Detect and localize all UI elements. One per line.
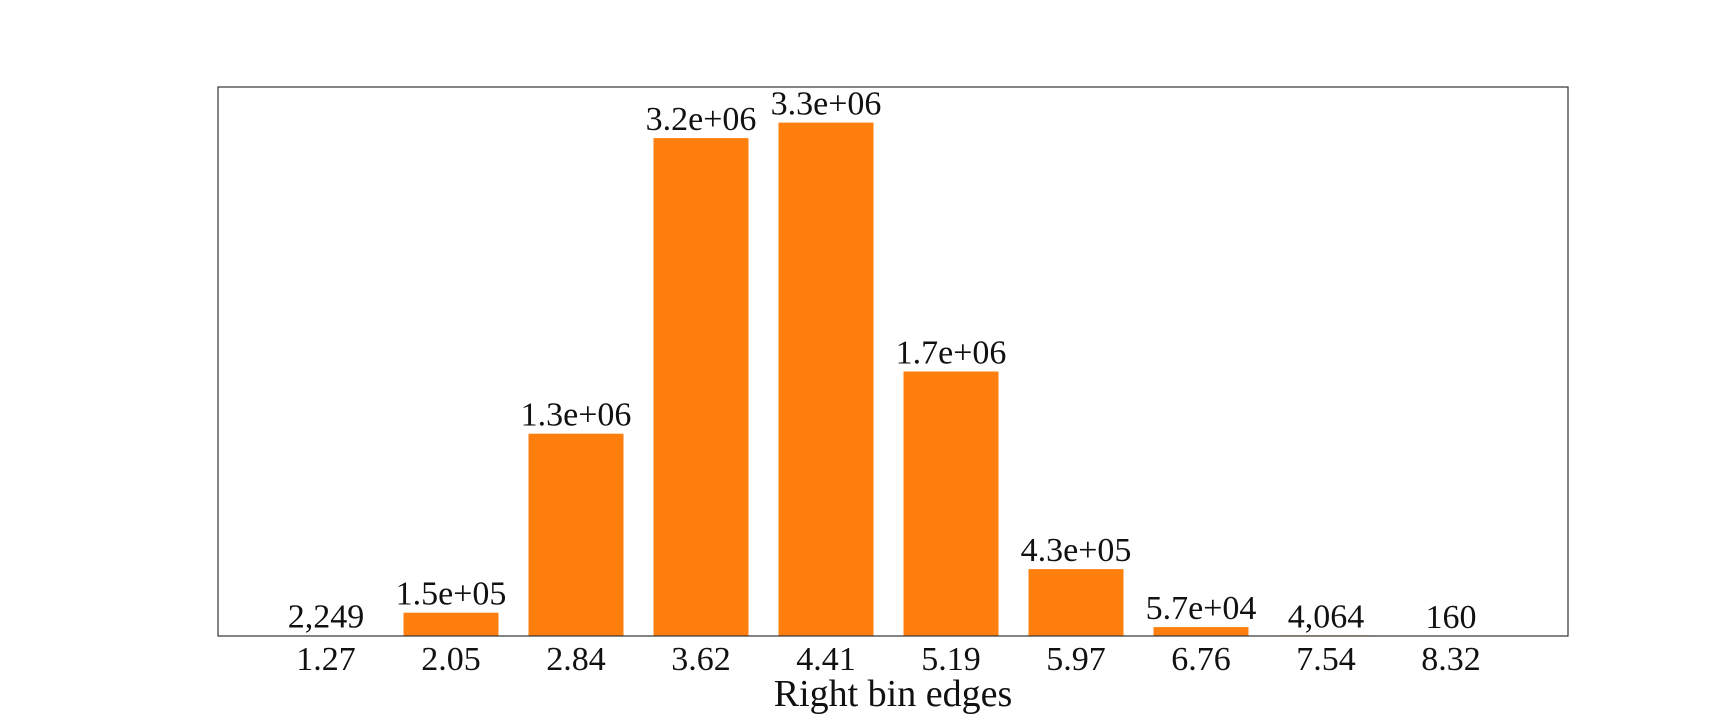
x-tick-label: 7.54 bbox=[1296, 641, 1356, 678]
x-tick-label: 3.62 bbox=[671, 641, 731, 678]
bar-label-group: 2,249 1.5e+05 1.3e+06 3.2e+06 3.3e+06 1.7e+06… bbox=[288, 86, 1477, 636]
bar-value-label: 5.7e+04 bbox=[1146, 590, 1257, 627]
bar-value-label: 4.3e+05 bbox=[1021, 532, 1132, 569]
bar-4.41 bbox=[778, 122, 874, 637]
bar-5.97 bbox=[1028, 569, 1124, 636]
bar-value-label: 4,064 bbox=[1288, 598, 1365, 635]
x-axis-label: Right bin edges bbox=[774, 673, 1013, 715]
plot-frame bbox=[217, 86, 1569, 637]
bar-value-label: 1.3e+06 bbox=[521, 397, 632, 434]
x-tick-label: 5.19 bbox=[921, 641, 981, 678]
bar-value-label: 2,249 bbox=[288, 599, 365, 636]
bar-2.84 bbox=[528, 433, 624, 636]
bar-value-label: 3.2e+06 bbox=[646, 101, 757, 138]
bar-6.76 bbox=[1153, 627, 1249, 636]
x-tick-label: 8.32 bbox=[1421, 641, 1481, 678]
bar-value-label: 1.5e+05 bbox=[396, 576, 507, 613]
x-tick-label-group: 1.27 2.05 2.84 3.62 4.41 5.19 5.97 6.76 7.54 8.32 bbox=[296, 641, 1481, 678]
x-tick-label: 5.97 bbox=[1046, 641, 1106, 678]
bar-value-label: 1.7e+06 bbox=[896, 335, 1007, 372]
bar-5.19 bbox=[903, 371, 999, 636]
bar-3.62 bbox=[653, 138, 749, 636]
bar-value-label: 3.3e+06 bbox=[771, 86, 882, 123]
x-tick-label: 2.05 bbox=[421, 641, 481, 678]
bar-2.05 bbox=[403, 612, 499, 636]
x-tick-label: 2.84 bbox=[546, 641, 606, 678]
bar-group bbox=[278, 122, 1374, 637]
bar-value-label: 160 bbox=[1426, 599, 1477, 636]
x-tick-label: 4.41 bbox=[796, 641, 856, 678]
x-tick-label: 1.27 bbox=[296, 641, 356, 678]
x-tick-label: 6.76 bbox=[1171, 641, 1231, 678]
